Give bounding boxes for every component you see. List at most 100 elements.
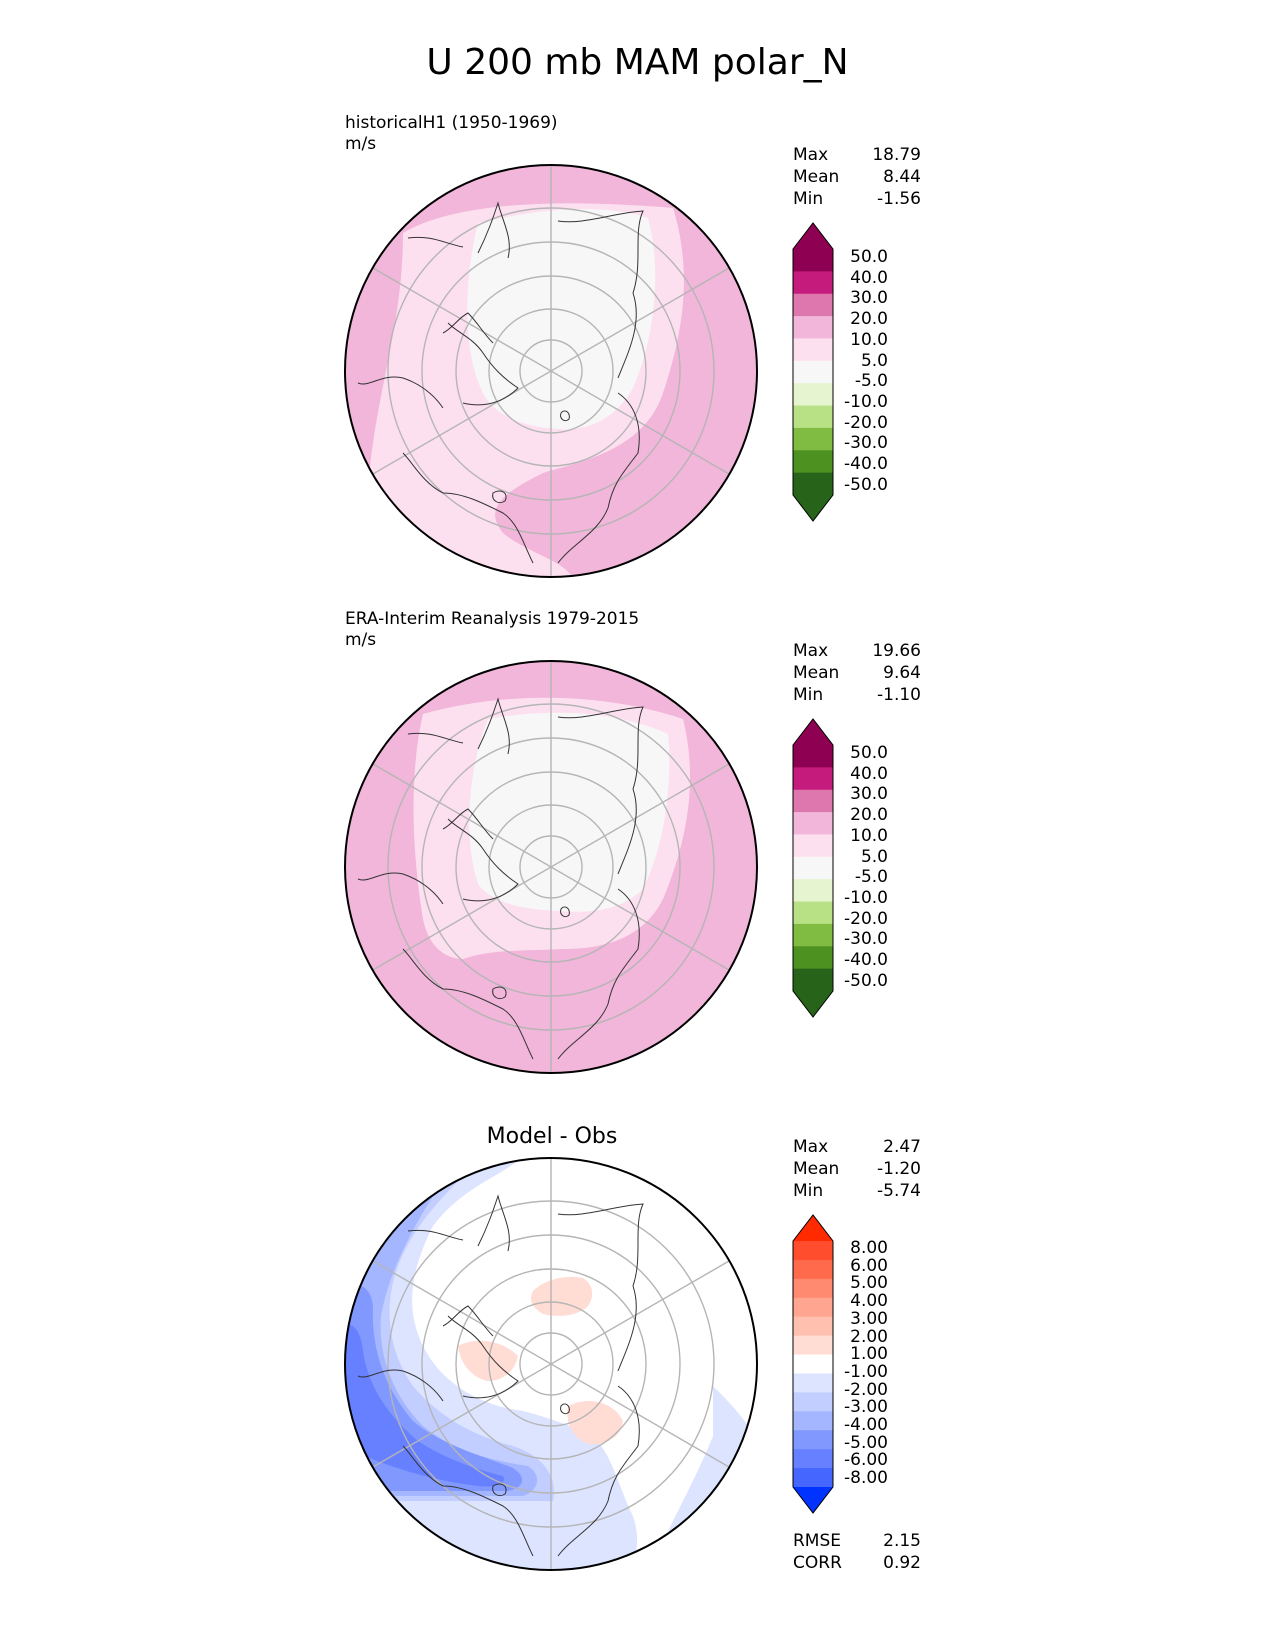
panel-3-field-1-2-north (531, 1276, 593, 1316)
colorbar-tick: -5.00 (844, 1432, 888, 1453)
colorbar-segment (793, 856, 833, 880)
colorbar-segment (793, 360, 833, 384)
colorbar-tick: -5.0 (854, 371, 888, 392)
colorbar-tick: -50.0 (844, 970, 888, 991)
colorbar-segment (793, 271, 833, 295)
colorbar-segment (793, 1392, 833, 1412)
colorbar-tick: 3.00 (850, 1308, 888, 1329)
colorbar-outline (792, 1214, 834, 1514)
panel-2-stats: Max 19.66 Mean 9.64 Min -1.10 (793, 640, 921, 706)
panel-2-label: ERA-Interim Reanalysis 1979-2015 (345, 609, 640, 629)
panel-1-units: m/s (345, 134, 377, 154)
colorbar-extend-bottom (793, 1487, 833, 1513)
panel-2-stat-name: Max (793, 641, 829, 661)
panel-3-coastlines (357, 1194, 644, 1557)
panel-3-metrics: RMSE 2.15 CORR 0.92 (793, 1530, 921, 1574)
colorbar-segment (793, 745, 833, 768)
colorbar-extend-bottom (793, 991, 833, 1017)
colorbar-segment (793, 1468, 833, 1488)
colorbar-tick: -2.00 (844, 1379, 888, 1400)
colorbar-segment (793, 923, 833, 947)
colorbar-tick: 30.0 (850, 784, 888, 805)
panel-1-stat-name: Min (793, 189, 824, 209)
panel-3-title: Model - Obs (486, 1124, 618, 1149)
colorbar-tick: -40.0 (844, 454, 888, 474)
colorbar-tick: 10.0 (850, 329, 888, 350)
colorbar-extend-bottom (793, 495, 833, 521)
panel-3-graticule (372, 1158, 730, 1570)
panel-1-label: historicalH1 (1950-1969) (345, 113, 558, 133)
panel-1-stat-name: Mean (793, 167, 840, 187)
panel-3-stat-value: -5.74 (877, 1181, 921, 1201)
panel-1-coastlines (357, 201, 644, 564)
colorbar-tick: 10.0 (850, 825, 888, 846)
panel-1-stats: Max 18.79 Mean 8.44 Min -1.56 (793, 144, 921, 210)
colorbar-outline (792, 718, 834, 1018)
panel-3-metric-name: RMSE (793, 1531, 842, 1551)
colorbar-tick: 5.0 (860, 350, 888, 371)
colorbar-tick: -1.00 (844, 1361, 888, 1382)
colorbar-segment (793, 1449, 833, 1469)
panel-3-stat-name: Mean (793, 1159, 840, 1179)
colorbar-tick: -10.0 (844, 391, 888, 412)
colorbar-segment (793, 1335, 833, 1356)
colorbar-tick: -8.00 (844, 1468, 888, 1489)
colorbar-segment (793, 789, 833, 813)
panel-3-metric-value: 0.92 (883, 1553, 921, 1573)
colorbar-extend-top (793, 1215, 833, 1241)
colorbar-tick: -5.0 (854, 867, 888, 888)
colorbar-segment (793, 812, 833, 835)
colorbar-tick: 5.00 (850, 1273, 888, 1294)
panel-1-graticule (372, 165, 730, 577)
colorbar-segment (793, 249, 833, 272)
colorbar-tick: 1.00 (850, 1344, 888, 1365)
colorbar-segment (793, 450, 833, 474)
colorbar-segment (793, 1259, 833, 1280)
colorbar-tick: -6.00 (844, 1450, 888, 1471)
colorbar-segment (793, 1373, 833, 1393)
panel-1-stat-value: 8.44 (883, 167, 921, 187)
colorbar-segment (793, 946, 833, 970)
colorbar-tick: -10.0 (844, 887, 888, 908)
colorbar-tick: 20.0 (850, 805, 888, 826)
colorbar-tick: -40.0 (844, 950, 888, 970)
colorbar-segment (793, 427, 833, 451)
panel-3-stat-value: -1.20 (877, 1159, 921, 1179)
panel-3-map-border (344, 1157, 758, 1571)
panel-1-colorbar-ticks: 50.0 40.0 30.0 20.0 10.0 5.0 -5.0 -10.0 … (834, 247, 894, 494)
colorbar-segment (793, 472, 833, 496)
colorbar-segment (793, 1241, 833, 1261)
panel-2-units: m/s (345, 630, 377, 650)
colorbar-tick: 4.00 (850, 1291, 888, 1312)
colorbar-tick: 5.0 (860, 846, 888, 867)
panel-2-map (344, 660, 758, 1074)
colorbar-tick: -30.0 (844, 929, 888, 950)
panel-1-stat-value: -1.56 (877, 189, 921, 209)
colorbar-segment (793, 879, 833, 903)
panel-2-stat-value: -1.10 (877, 685, 921, 705)
colorbar-segment (793, 1297, 833, 1318)
colorbar-segment (793, 338, 833, 362)
panel-3-field-1-2-east (567, 1401, 623, 1445)
panel-1-field-m5-5 (467, 208, 656, 430)
colorbar-tick: -50.0 (844, 474, 888, 495)
colorbar-tick: -20.0 (844, 908, 888, 929)
colorbar-segment (793, 767, 833, 791)
colorbar-tick: 40.0 (850, 267, 888, 288)
colorbar-extend-top (793, 719, 833, 745)
panel-2-stat-value: 19.66 (872, 641, 921, 661)
colorbar-tick: 50.0 (850, 247, 888, 267)
colorbar-tick: 30.0 (850, 288, 888, 309)
colorbar-tick: 8.00 (850, 1238, 888, 1258)
panel-3-field-1-2-west (458, 1340, 518, 1381)
colorbar-segment (793, 1316, 833, 1337)
colorbar-segment (793, 968, 833, 992)
colorbar-segment (793, 1430, 833, 1450)
colorbar-segment (793, 834, 833, 858)
colorbar-tick: 20.0 (850, 309, 888, 330)
colorbar-segment (793, 1278, 833, 1299)
panel-1-stat-value: 18.79 (872, 145, 921, 165)
main-title: U 200 mb MAM polar_N (426, 42, 849, 83)
panel-2-stat-name: Mean (793, 663, 840, 683)
panel-2-stat-name: Min (793, 685, 824, 705)
